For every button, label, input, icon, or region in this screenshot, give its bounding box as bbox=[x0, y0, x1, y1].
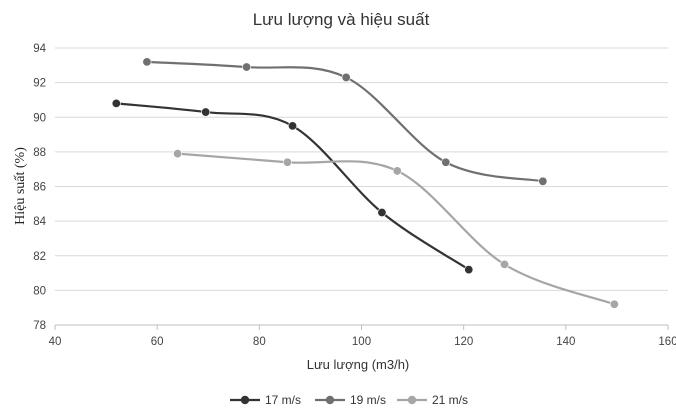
legend-marker bbox=[407, 395, 417, 405]
y-tick-label: 94 bbox=[33, 43, 46, 55]
data-point bbox=[538, 176, 548, 186]
data-point bbox=[282, 157, 292, 167]
y-tick-label: 78 bbox=[33, 320, 46, 332]
x-tick-label: 40 bbox=[49, 336, 62, 348]
x-tick-label: 80 bbox=[253, 336, 266, 348]
data-point bbox=[441, 157, 451, 167]
series-line bbox=[177, 152, 615, 306]
y-tick-label: 84 bbox=[33, 216, 46, 228]
data-point bbox=[242, 62, 252, 72]
data-point bbox=[392, 166, 402, 176]
series-1 bbox=[111, 98, 474, 275]
data-point bbox=[609, 299, 619, 309]
grid bbox=[55, 47, 668, 291]
legend-item: 17 m/s bbox=[230, 393, 301, 407]
x-tick-label: 120 bbox=[454, 336, 473, 348]
data-point bbox=[142, 57, 152, 67]
data-point bbox=[173, 149, 183, 159]
data-point bbox=[341, 72, 351, 82]
y-tick-label: 82 bbox=[33, 251, 46, 263]
data-point bbox=[288, 121, 298, 131]
x-axis-ticks: 40 60 80 100 120 140 160 bbox=[49, 325, 676, 348]
legend: 17 m/s 19 m/s 21 m/s bbox=[230, 393, 468, 407]
data-point bbox=[500, 259, 510, 269]
legend-marker bbox=[325, 395, 335, 405]
x-tick-label: 160 bbox=[658, 336, 676, 348]
y-tick-label: 80 bbox=[33, 285, 46, 297]
legend-item: 19 m/s bbox=[315, 393, 386, 407]
y-tick-label: 90 bbox=[33, 112, 46, 124]
data-point bbox=[464, 265, 474, 275]
y-axis-label: Hiệu suất (%) bbox=[13, 147, 28, 225]
series-layer bbox=[111, 57, 619, 309]
x-tick-label: 140 bbox=[556, 336, 575, 348]
data-point bbox=[111, 98, 121, 108]
legend-label: 19 m/s bbox=[350, 393, 386, 407]
y-tick-label: 92 bbox=[33, 78, 46, 90]
series-3 bbox=[173, 149, 619, 309]
y-tick-label: 88 bbox=[33, 147, 46, 159]
data-point bbox=[201, 107, 211, 117]
data-point bbox=[377, 207, 387, 217]
legend-label: 17 m/s bbox=[265, 393, 301, 407]
x-tick-label: 60 bbox=[151, 336, 164, 348]
legend-item: 21 m/s bbox=[397, 393, 468, 407]
x-tick-label: 100 bbox=[352, 336, 371, 348]
y-axis-ticks: 78 80 82 84 86 88 90 92 94 bbox=[33, 43, 46, 332]
y-tick-label: 86 bbox=[33, 182, 46, 194]
x-axis-label: Lưu lượng (m3/h) bbox=[307, 357, 410, 372]
series-2 bbox=[142, 57, 548, 186]
legend-marker bbox=[240, 395, 250, 405]
legend-label: 21 m/s bbox=[432, 393, 468, 407]
chart-title: Lưu lượng và hiệu suất bbox=[253, 10, 430, 29]
